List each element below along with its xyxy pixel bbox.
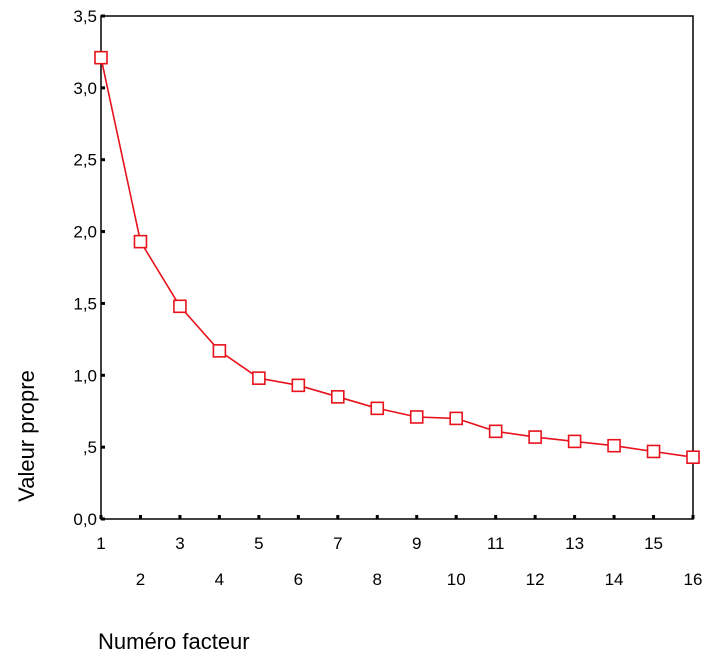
series-line	[100, 57, 694, 458]
data-point	[94, 50, 108, 65]
x-tick-mark	[336, 515, 340, 519]
x-tick-mark	[99, 515, 103, 519]
x-tick-label: 9	[412, 534, 421, 553]
x-tick-mark	[138, 515, 142, 519]
x-tick-label: 1	[96, 534, 105, 553]
x-tick-label: 11	[487, 534, 505, 553]
x-tick-label: 16	[684, 570, 703, 589]
data-point	[370, 401, 385, 416]
data-point	[567, 434, 582, 449]
y-tick-mark	[101, 445, 105, 449]
y-tick-label: ,5	[83, 438, 97, 457]
y-tick-label: 1,0	[73, 366, 97, 385]
x-tick-mark	[178, 515, 182, 519]
x-tick-mark	[415, 515, 419, 519]
x-tick-mark	[454, 515, 458, 519]
x-tick-mark	[494, 515, 498, 519]
y-tick-label: 0,0	[73, 510, 97, 529]
x-tick-label: 7	[333, 534, 342, 553]
x-tick-mark	[573, 515, 577, 519]
data-point	[646, 444, 661, 459]
data-point	[488, 424, 503, 439]
data-point	[409, 410, 424, 424]
y-tick-label: 3,5	[73, 7, 97, 26]
data-point	[173, 299, 187, 314]
data-point	[686, 450, 700, 465]
y-axis-title: Valeur propre	[14, 370, 39, 502]
y-tick-mark	[101, 14, 105, 18]
x-tick-label: 3	[175, 534, 184, 553]
x-tick-mark	[217, 515, 221, 519]
x-tick-label: 10	[447, 570, 466, 589]
data-point	[133, 234, 148, 249]
y-tick-mark	[101, 158, 105, 162]
series-markers	[94, 50, 700, 465]
x-tick-label: 5	[254, 534, 263, 553]
x-tick-mark	[375, 515, 379, 519]
x-tick-label: 12	[526, 570, 545, 589]
x-tick-label: 4	[215, 570, 224, 589]
y-tick-mark	[101, 373, 105, 377]
x-tick-mark	[257, 515, 261, 519]
y-tick-mark	[101, 230, 105, 234]
data-point	[212, 344, 227, 358]
x-tick-mark	[652, 515, 656, 519]
y-tick-mark	[101, 517, 105, 521]
x-tick-label: 8	[373, 570, 382, 589]
x-tick-label: 2	[136, 570, 145, 589]
y-tick-label: 2,5	[73, 151, 97, 170]
x-tick-mark	[691, 515, 695, 519]
x-tick-label: 6	[294, 570, 303, 589]
data-point	[330, 390, 345, 404]
y-tick-label: 3,0	[73, 79, 97, 98]
data-point	[449, 411, 464, 426]
y-tick-mark	[101, 86, 105, 90]
x-tick-label: 14	[605, 570, 624, 589]
x-tick-label: 13	[565, 534, 584, 553]
data-point	[528, 430, 542, 444]
x-tick-label: 15	[644, 534, 663, 553]
plot-frame	[100, 15, 694, 520]
y-tick-mark	[101, 301, 105, 305]
y-axis: 0,0 ,5 1,0 1,5 2,0 2,5 3,0 3,5	[73, 7, 105, 529]
x-tick-mark	[296, 515, 300, 519]
data-point	[291, 378, 306, 393]
y-tick-label: 1,5	[73, 294, 97, 313]
x-tick-mark	[612, 515, 616, 519]
x-tick-mark	[533, 515, 537, 519]
x-axis-title: Numéro facteur	[98, 629, 250, 654]
data-point	[607, 438, 621, 453]
data-point	[252, 371, 266, 385]
y-tick-label: 2,0	[73, 223, 97, 242]
